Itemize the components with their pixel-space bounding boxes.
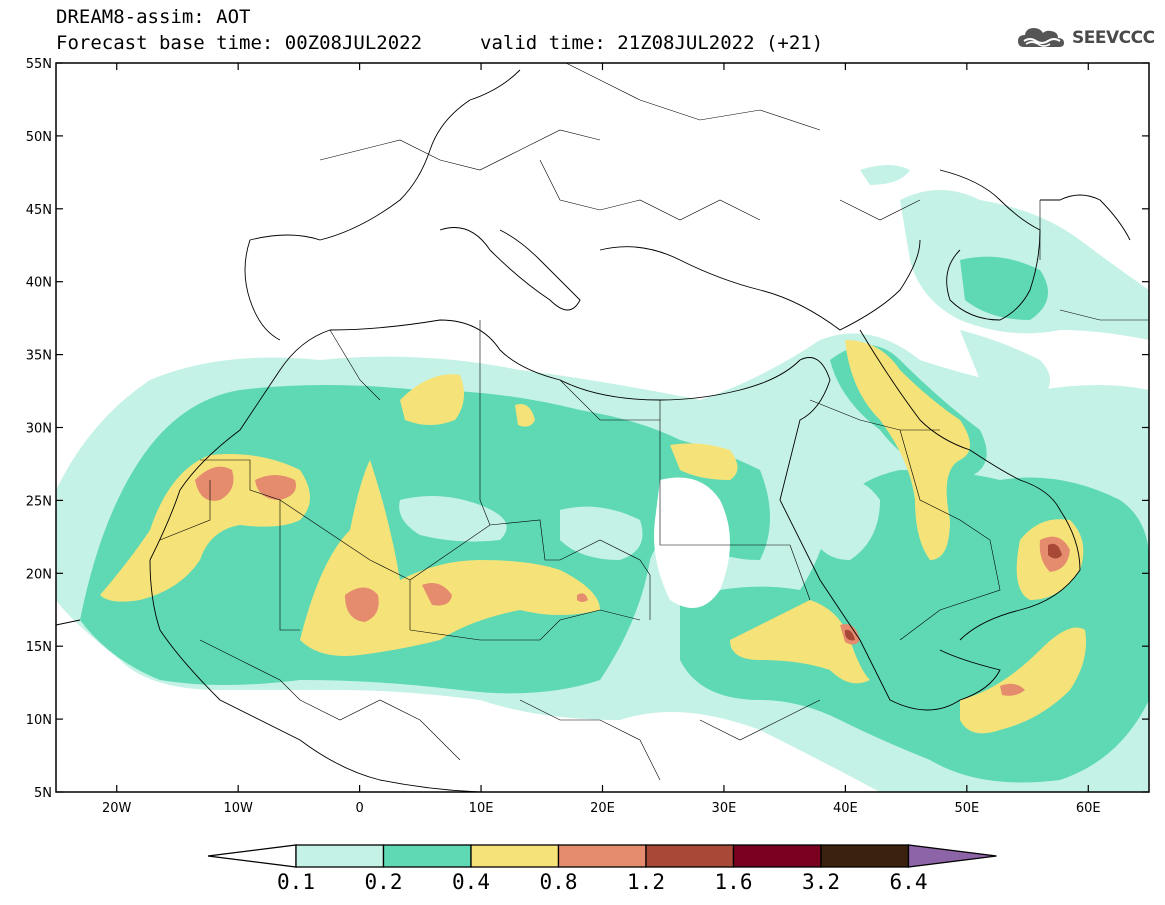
lat-label: 20N — [26, 567, 52, 582]
colorbar-swatch — [295, 844, 385, 868]
colorbar-swatch — [557, 844, 647, 868]
lon-label: 0 — [355, 801, 363, 816]
valid-time: valid time: 21Z08JUL2022 (+21) — [480, 32, 824, 54]
lat-label: 45N — [26, 203, 52, 218]
lat-label: 55N — [26, 57, 52, 72]
lon-label: 20E — [590, 801, 615, 816]
colorbar-level-label: 3.2 — [802, 870, 840, 894]
aot-band-0.8 — [195, 466, 1070, 696]
logo-text: SEEVCCC — [1072, 28, 1155, 48]
lon-label: 50E — [954, 801, 979, 816]
aot-band-1.2 — [845, 543, 1062, 641]
coastlines — [56, 69, 1131, 792]
lon-label: 20W — [102, 801, 132, 816]
latitude-axis: 55N 50N 45N 40N 35N 30N 25N 20N 15N 10N 5N — [26, 57, 1149, 801]
aot-band-0.1-holes — [399, 477, 880, 560]
lat-label: 25N — [26, 494, 52, 509]
colorbar-max-arrow — [907, 844, 997, 868]
colorbar-swatch — [645, 844, 735, 868]
colorbar: 0.1 0.2 0.4 0.8 1.2 1.6 3.2 6.4 — [207, 844, 997, 894]
lat-label: 10N — [26, 713, 52, 728]
colorbar-swatch — [470, 844, 560, 868]
lon-label: 30E — [712, 801, 737, 816]
lat-label: 5N — [34, 786, 52, 801]
lat-label: 15N — [26, 640, 52, 655]
aot-clear-areas — [240, 286, 730, 608]
chart-title: DREAM8-assim: AOT — [56, 6, 251, 28]
lat-label: 50N — [26, 130, 52, 145]
colorbar-level-label: 6.4 — [890, 870, 928, 894]
lat-label: 35N — [26, 349, 52, 364]
forecast-base-time: Forecast base time: 00Z08JUL2022 — [56, 32, 423, 54]
cloud-icon — [1018, 28, 1064, 47]
lat-label: 40N — [26, 276, 52, 291]
colorbar-level-label: 1.6 — [715, 870, 753, 894]
lon-label: 10E — [469, 801, 494, 816]
aot-field — [56, 63, 1149, 792]
longitude-axis: 20W 10W 0 10E 20E 30E 40E 50E 60E — [102, 63, 1101, 816]
seevccc-logo: SEEVCCC — [1016, 24, 1155, 52]
colorbar-level-label: 0.1 — [277, 870, 315, 894]
country-borders — [159, 63, 1149, 781]
colorbar-level-label: 0.4 — [452, 870, 490, 894]
colorbar-level-label: 0.2 — [365, 870, 403, 894]
colorbar-min-arrow — [207, 844, 297, 868]
lat-label: 30N — [26, 422, 52, 437]
colorbar-swatch — [732, 844, 822, 868]
lon-label: 60E — [1076, 801, 1101, 816]
colorbar-swatch — [382, 844, 472, 868]
colorbar-level-label: 1.2 — [627, 870, 665, 894]
colorbar-level-label: 0.8 — [540, 870, 578, 894]
lon-label: 10W — [223, 801, 253, 816]
colorbar-swatch — [820, 844, 910, 868]
lon-label: 40E — [833, 801, 858, 816]
